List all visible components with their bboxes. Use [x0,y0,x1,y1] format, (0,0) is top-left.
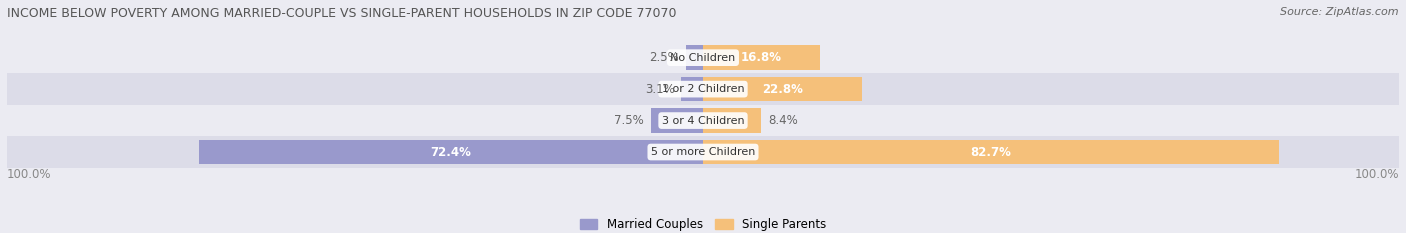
Bar [651,108,703,133]
Bar [686,45,703,70]
Text: 5 or more Children: 5 or more Children [651,147,755,157]
Bar [703,45,820,70]
Text: 72.4%: 72.4% [430,146,471,158]
Text: 2.5%: 2.5% [650,51,679,64]
Bar [7,136,1399,168]
Bar [682,77,703,101]
Bar [200,140,703,164]
Text: 100.0%: 100.0% [7,168,52,181]
Bar [7,42,1399,73]
Text: 22.8%: 22.8% [762,83,803,96]
Bar [703,77,862,101]
Text: INCOME BELOW POVERTY AMONG MARRIED-COUPLE VS SINGLE-PARENT HOUSEHOLDS IN ZIP COD: INCOME BELOW POVERTY AMONG MARRIED-COUPL… [7,7,676,20]
Text: No Children: No Children [671,53,735,63]
Text: 82.7%: 82.7% [970,146,1011,158]
Text: 3 or 4 Children: 3 or 4 Children [662,116,744,126]
Legend: Married Couples, Single Parents: Married Couples, Single Parents [579,218,827,231]
Text: 1 or 2 Children: 1 or 2 Children [662,84,744,94]
Text: 8.4%: 8.4% [769,114,799,127]
Text: Source: ZipAtlas.com: Source: ZipAtlas.com [1281,7,1399,17]
Text: 100.0%: 100.0% [1354,168,1399,181]
Bar [703,108,762,133]
Text: 7.5%: 7.5% [614,114,644,127]
Text: 3.1%: 3.1% [645,83,675,96]
Bar [7,73,1399,105]
Bar [703,140,1278,164]
Text: 16.8%: 16.8% [741,51,782,64]
Bar [7,105,1399,136]
